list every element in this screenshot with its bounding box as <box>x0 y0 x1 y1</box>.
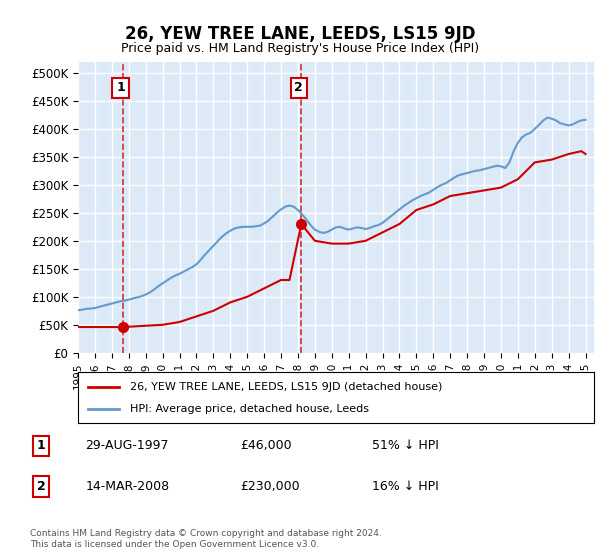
Text: HPI: Average price, detached house, Leeds: HPI: Average price, detached house, Leed… <box>130 404 368 414</box>
Text: 14-MAR-2008: 14-MAR-2008 <box>85 480 169 493</box>
Text: Contains HM Land Registry data © Crown copyright and database right 2024.
This d: Contains HM Land Registry data © Crown c… <box>30 529 382 549</box>
Text: £46,000: £46,000 <box>240 440 292 452</box>
Text: £230,000: £230,000 <box>240 480 299 493</box>
Text: 51% ↓ HPI: 51% ↓ HPI <box>372 440 439 452</box>
Text: 2: 2 <box>295 81 303 94</box>
Text: 26, YEW TREE LANE, LEEDS, LS15 9JD: 26, YEW TREE LANE, LEEDS, LS15 9JD <box>125 25 475 43</box>
Text: 29-AUG-1997: 29-AUG-1997 <box>85 440 169 452</box>
Text: 1: 1 <box>116 81 125 94</box>
Text: 2: 2 <box>37 480 46 493</box>
Text: 1: 1 <box>37 440 46 452</box>
Text: 16% ↓ HPI: 16% ↓ HPI <box>372 480 439 493</box>
Text: Price paid vs. HM Land Registry's House Price Index (HPI): Price paid vs. HM Land Registry's House … <box>121 42 479 55</box>
Text: 26, YEW TREE LANE, LEEDS, LS15 9JD (detached house): 26, YEW TREE LANE, LEEDS, LS15 9JD (deta… <box>130 381 442 391</box>
